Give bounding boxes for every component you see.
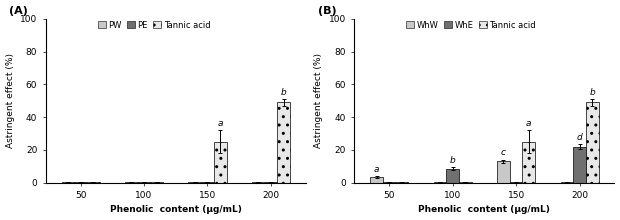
Bar (61, 182, 74, 183)
Y-axis label: Astringent effect (%): Astringent effect (%) (6, 53, 14, 148)
Bar (201, 182, 214, 183)
Text: b: b (281, 88, 286, 97)
Text: a: a (526, 119, 531, 128)
Text: a: a (218, 119, 223, 128)
Bar (252, 182, 265, 183)
Text: d: d (577, 133, 582, 142)
Bar (574, 147, 586, 183)
Legend: PW, PE, Tannic acid: PW, PE, Tannic acid (97, 20, 211, 31)
Text: (A): (A) (9, 6, 28, 16)
Bar (510, 182, 523, 183)
Bar (396, 182, 408, 183)
Bar (523, 142, 535, 183)
Text: a: a (374, 165, 379, 174)
Legend: WhW, WhE, Tannic acid: WhW, WhE, Tannic acid (405, 20, 537, 31)
Bar (446, 169, 459, 183)
Bar (138, 182, 151, 183)
Bar (87, 182, 100, 183)
Bar (74, 182, 87, 183)
Text: (B): (B) (318, 6, 337, 16)
Y-axis label: Astringent effect (%): Astringent effect (%) (314, 53, 323, 148)
Bar (433, 182, 446, 183)
Bar (277, 102, 290, 183)
Text: b: b (450, 156, 456, 165)
Text: c: c (501, 148, 506, 157)
Bar (214, 142, 226, 183)
X-axis label: Phenolic  content (μg/mL): Phenolic content (μg/mL) (418, 205, 551, 214)
Bar (188, 182, 201, 183)
X-axis label: Phenolic  content (μg/mL): Phenolic content (μg/mL) (110, 205, 242, 214)
Text: b: b (590, 88, 595, 97)
Bar (125, 182, 138, 183)
Bar (586, 102, 598, 183)
Bar (151, 182, 163, 183)
Bar (370, 177, 383, 183)
Bar (383, 182, 396, 183)
Bar (265, 182, 277, 183)
Bar (560, 182, 574, 183)
Bar (497, 161, 510, 183)
Bar (459, 182, 472, 183)
